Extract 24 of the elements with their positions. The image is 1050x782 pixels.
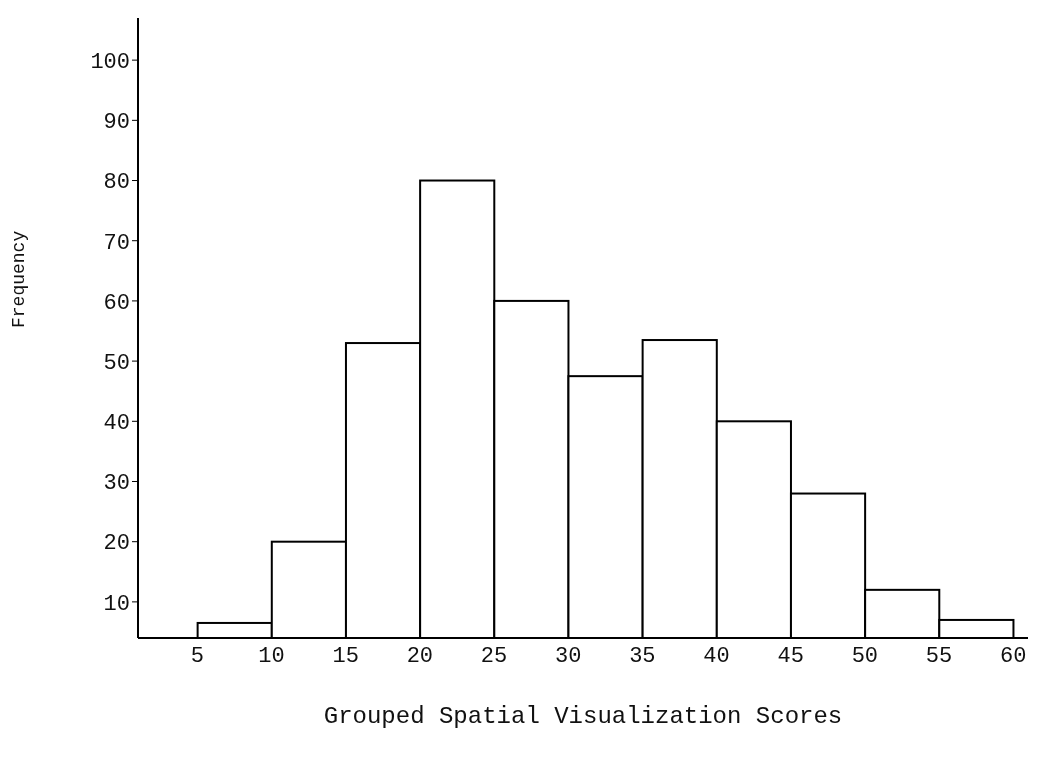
x-tick-label: 60 (999, 643, 1027, 669)
x-tick-label: 15 (332, 643, 359, 669)
y-tick-label: 20 (103, 531, 130, 557)
y-tick-label: 30 (103, 471, 130, 497)
x-tick-label: 25 (480, 643, 508, 669)
y-axis-title: Frequency (9, 230, 30, 328)
y-tick-label: 60 (103, 290, 130, 316)
y-tick-label: 40 (103, 411, 130, 437)
y-tick-label: 50 (103, 350, 130, 376)
y-tick-label: 100 (90, 49, 130, 75)
x-tick-label: 55 (925, 643, 953, 669)
x-tick-label: 30 (554, 643, 582, 669)
x-tick-label: 10 (258, 643, 285, 669)
x-tick-label: 20 (406, 643, 434, 669)
x-tick-label: 45 (777, 643, 804, 669)
x-tick-label: 5 (190, 643, 204, 669)
y-tick-label: 90 (103, 110, 130, 136)
x-tick-label: 50 (851, 643, 879, 669)
x-tick-label: 35 (629, 643, 656, 669)
y-tick-label: 10 (103, 591, 130, 617)
x-axis-title: Grouped Spatial Visualization Scores (323, 703, 843, 730)
y-tick-label: 70 (103, 230, 130, 256)
x-tick-label: 40 (703, 643, 730, 669)
y-tick-label: 80 (103, 170, 130, 196)
